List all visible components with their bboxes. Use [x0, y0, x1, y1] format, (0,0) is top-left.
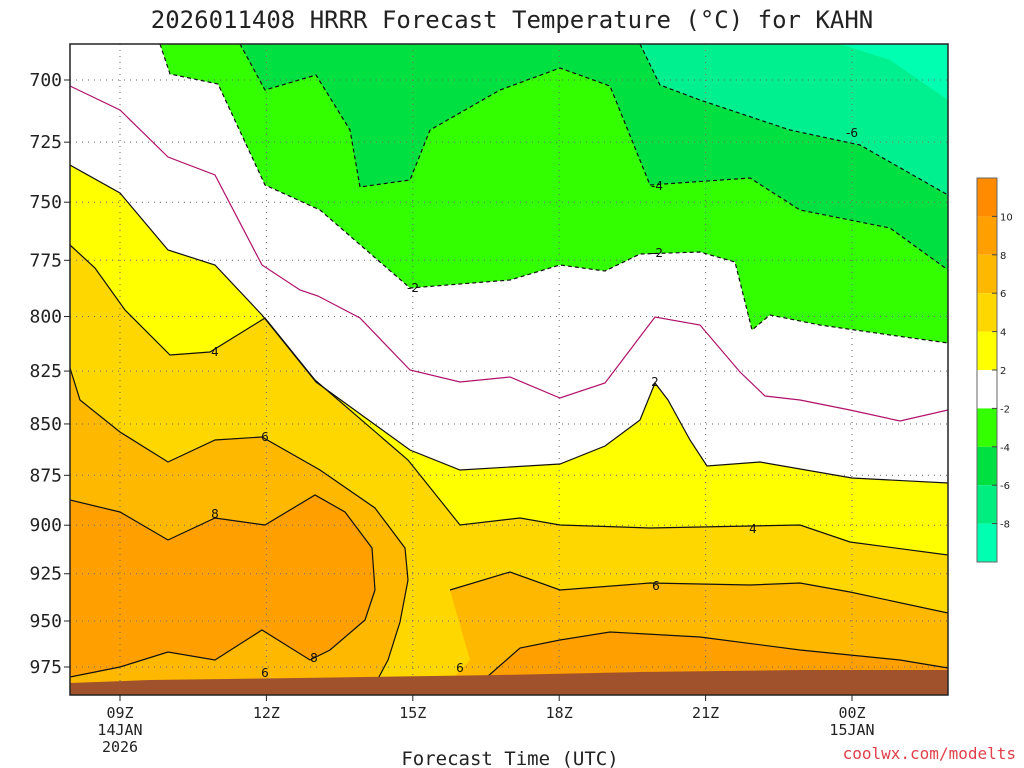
colorbar-tick-label: -4: [1000, 443, 1010, 454]
y-tick-label: 725: [29, 132, 62, 153]
contour-8: [70, 494, 376, 678]
contour-label: 8: [211, 507, 219, 521]
contour-label: 6: [652, 579, 660, 593]
contour-label: -4: [651, 179, 663, 193]
contour-2: [70, 85, 948, 422]
x-tick-label: 15Z: [399, 704, 426, 722]
x-tick-label: 14JAN: [97, 721, 142, 739]
y-tick-label: 825: [29, 361, 62, 382]
contour-label: -2: [407, 281, 419, 295]
y-tick-label: 775: [29, 250, 62, 271]
colorbar-tick-label: 6: [1000, 289, 1006, 300]
band-below-neg8: [840, 44, 948, 100]
contour-label: 2: [651, 375, 659, 389]
contour-label: 6: [261, 430, 269, 444]
colorbar-tick-label: 8: [1000, 251, 1006, 262]
x-tick-label: 21Z: [692, 704, 719, 722]
ground: [70, 670, 948, 695]
contour-label: 6: [261, 666, 269, 680]
colorbar: 10 8 6 4 2 -2 -4 -6 -8: [976, 177, 1013, 563]
y-tick-label: 950: [29, 611, 62, 632]
contour-8-right: [469, 631, 948, 693]
colorbar-segment: [977, 408, 997, 447]
x-tick-label: 09Z: [106, 704, 133, 722]
contour-label: 4: [749, 522, 757, 536]
contour-neg4: [239, 44, 948, 271]
y-axis: 700 725 750 775 800 825 850 875 900 925 950 975: [29, 70, 70, 678]
colorbar-segment: [977, 293, 997, 332]
colorbar-tick-label: -6: [1000, 481, 1010, 492]
colorbar-segment: [977, 178, 997, 217]
credit-text: coolwx.com/modelts: [843, 744, 1016, 763]
contour-6: [70, 367, 409, 691]
y-tick-label: 875: [29, 465, 62, 486]
colorbar-segment: [977, 216, 997, 255]
contour-neg6: [639, 44, 948, 196]
colorbar-tick-label: 10: [1000, 212, 1013, 223]
x-tick-label: 00Z: [838, 704, 865, 722]
chart-title: 2026011408 HRRR Forecast Temperature (°C…: [151, 6, 873, 34]
contour-6-right: [449, 571, 948, 614]
y-tick-label: 925: [29, 564, 62, 585]
y-tick-label: 800: [29, 307, 62, 328]
x-tick-label: 18Z: [546, 704, 573, 722]
y-tick-label: 975: [29, 657, 62, 678]
x-tick-label: 2026: [102, 738, 138, 756]
contour-label: 4: [211, 345, 219, 359]
x-axis-label: Forecast Time (UTC): [401, 748, 618, 768]
colorbar-segment: [977, 485, 997, 524]
grid-lines: [70, 44, 948, 695]
colorbar-tick-label: -8: [1000, 520, 1010, 531]
contour-label: 6: [456, 661, 464, 675]
colorbar-tick-label: 4: [1000, 328, 1006, 339]
y-tick-label: 750: [29, 192, 62, 213]
y-tick-label: 700: [29, 70, 62, 91]
contour-label: -6: [846, 126, 858, 140]
plot-frame: [69, 43, 949, 696]
colorbar-segment: [977, 370, 997, 409]
y-tick-label: 900: [29, 515, 62, 536]
contour-label: 8: [310, 651, 318, 665]
contour-4: [70, 244, 948, 556]
colorbar-tick-label: 2: [1000, 366, 1006, 377]
colorbar-tick-label: -2: [1000, 404, 1010, 415]
contour-neg2: [159, 44, 948, 344]
band-neg6-neg8: [640, 44, 948, 195]
contour-4-upper: [70, 164, 948, 484]
contour-label: -2: [651, 246, 663, 260]
colorbar-segment: [977, 331, 997, 370]
y-tick-label: 850: [29, 414, 62, 435]
contour-lines: [70, 44, 948, 693]
colorbar-segment: [977, 446, 997, 486]
x-tick-label: 15JAN: [829, 721, 874, 739]
colorbar-segment: [977, 523, 997, 562]
x-tick-label: 12Z: [253, 704, 280, 722]
contour-label-group: -6 -4 -2 -2 2 4 4 6 6 6 6 8 8: [211, 126, 858, 680]
colorbar-segment: [977, 254, 997, 294]
band-8-10: [70, 495, 948, 695]
